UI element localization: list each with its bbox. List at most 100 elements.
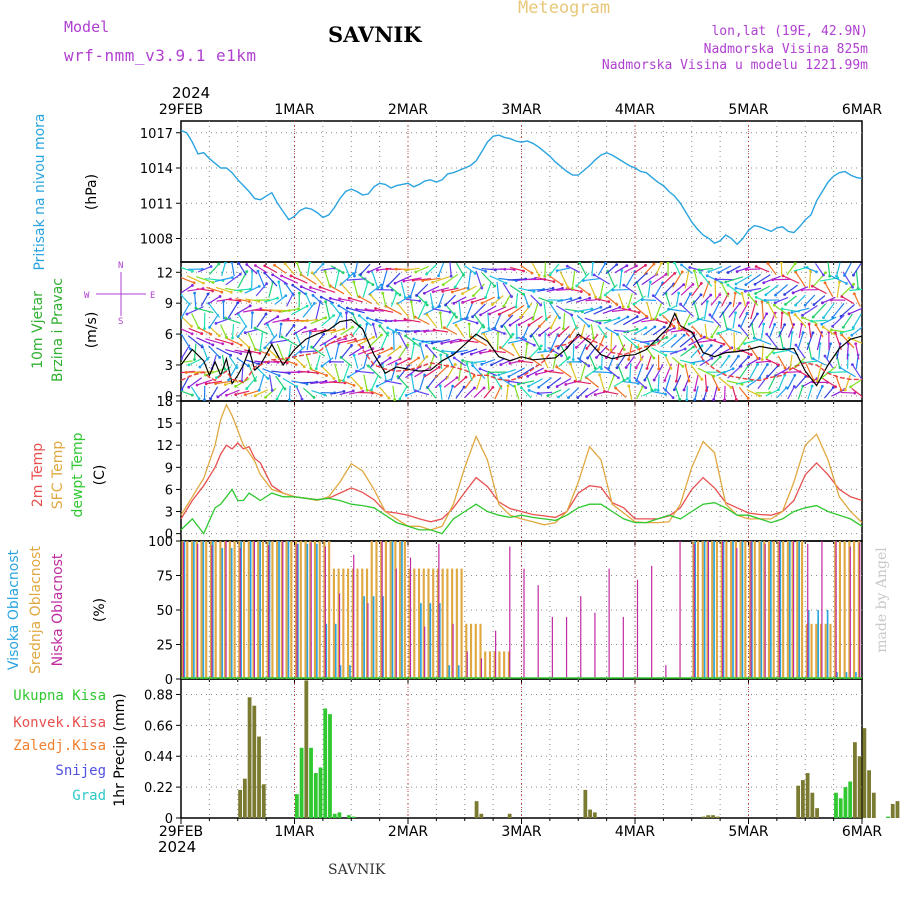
wind-arrow [268,374,273,391]
wind-arrow [614,265,628,274]
wind-arrow-head [363,337,367,341]
wind-arrow-head [387,396,391,400]
wind-arrow [710,294,721,306]
precip-bar [252,705,257,818]
wind-arrow-head [385,267,389,271]
wind-arrow-head [565,264,569,268]
wind-arrow-head [471,315,474,319]
wind-arrow [816,363,823,382]
wind-arrow [296,262,303,277]
wind-arrow-head [352,353,356,357]
wind-arrow-head [574,326,578,330]
precip-bar [507,813,512,818]
wind-arrow [394,275,412,284]
wind-arrow [719,302,731,319]
wind-arrow [557,298,572,303]
wind-arrow-head [308,262,312,264]
wind-arrow [650,336,668,346]
wind-arrow-head [497,296,501,300]
wind-arrow [291,380,308,385]
wind-arrow [797,332,804,351]
wind-arrow [713,385,718,400]
mid-cloud-bar [493,651,496,679]
wind-arrow [670,334,685,348]
wind-arrow [586,388,599,398]
mid-cloud-bar [214,541,217,679]
wind-arrow-head [847,312,851,316]
wind-arrow-head [763,298,767,302]
wind-arrow-head [365,322,369,326]
wind-arrow-head [441,283,445,287]
wind-arrow [745,287,762,292]
wind-arrow [300,274,317,285]
wind-arrow [646,301,653,320]
wind-arrow [544,262,547,277]
wind-arrow [662,283,675,296]
wind-arrow [592,371,611,374]
wind-arrow-head [571,358,575,361]
wind-arrow [424,285,440,294]
wind-arrow-head [593,393,597,396]
wind-arrow [271,370,290,374]
wind-arrow [683,293,691,307]
wind-arrow-head [258,348,262,352]
wind-arrow [500,268,515,271]
mid-cloud-bar [469,623,473,679]
low-cloud-bar [211,545,213,679]
precip-bar [805,773,810,818]
precip-tick-label: 0.66 [144,719,173,734]
wind-arrow [580,324,586,338]
wind-arrow [405,366,421,379]
wind-arrow-head [698,271,702,274]
wind-arrow [671,356,684,367]
wind-arrow-head [615,303,619,306]
wind-arrow [467,270,472,289]
wind-arrow [786,263,796,276]
high-cloud-bar [694,541,697,679]
wind-arrow-head [280,274,283,278]
wind-arrow-head [380,286,384,290]
wind-arrow-head [388,356,392,360]
wind-arrow-head [554,353,558,357]
wind-arrow-head [517,323,521,327]
wind-arrow [697,367,715,377]
wind-arrow-head [487,370,491,374]
wind-arrow [360,263,371,275]
temp-line-2 [180,488,863,535]
temp-ylabel-0: 2m Temp [30,443,46,507]
wind-arrow [426,386,437,399]
wind-arrow-head [634,366,638,370]
wind-arrow-head [717,388,721,392]
wind-arrow-head [181,388,184,391]
high-cloud-bar [278,541,280,679]
wind-arrow [630,338,649,345]
high-cloud-bar [306,543,309,679]
wind-arrow-head [861,395,862,399]
mid-cloud-bar [285,541,288,679]
wind-arrow [779,332,785,351]
wind-arrow [538,391,553,394]
wind-arrow [785,295,797,305]
low-cloud-bar [239,547,241,679]
wind-arrow-head [245,270,249,273]
wind-arrow [851,364,862,381]
wind-arrow-head [753,282,757,286]
wind-arrow [340,283,353,297]
wind-arrow-head [264,395,267,399]
wind-arrow [710,302,721,319]
wind-arrow [660,335,676,348]
wind-arrow-head [823,281,827,285]
mid-cloud-bar [749,541,752,679]
wind-arrow [305,293,313,307]
wind-arrow [789,354,793,369]
wind-arrow-head [540,354,544,357]
mid-cloud-bar [834,541,837,679]
wind-arrow [285,325,295,337]
wind-arrow-head [626,315,630,319]
wind-arrow-head [672,388,676,392]
wind-arrow-head [459,317,463,321]
wind-arrow-head [314,367,318,371]
wind-arrow [680,283,694,296]
wind-arrow [616,355,626,369]
wind-arrow-head [295,385,299,388]
